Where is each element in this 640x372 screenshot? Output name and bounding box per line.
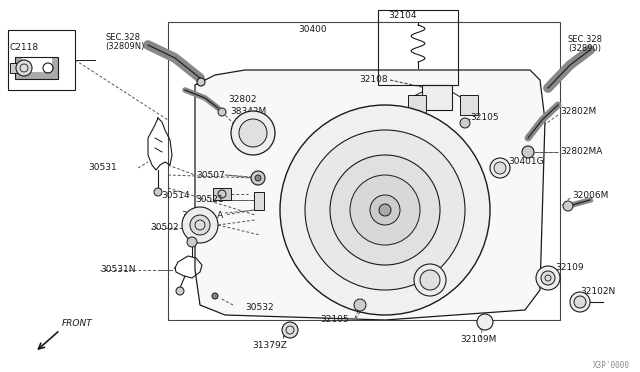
Circle shape [477, 314, 493, 330]
Circle shape [218, 108, 226, 116]
Bar [168, 22, 560, 320]
Circle shape [305, 130, 465, 290]
Circle shape [354, 299, 366, 311]
Polygon shape [195, 70, 545, 320]
Bar [378, 10, 458, 85]
Circle shape [182, 207, 218, 243]
Circle shape [231, 111, 275, 155]
Text: 32802M: 32802M [560, 108, 596, 116]
Text: 32802MA: 32802MA [560, 148, 602, 157]
Circle shape [280, 105, 490, 315]
Text: 30531: 30531 [88, 164, 116, 173]
Text: 30401G: 30401G [508, 157, 543, 167]
Text: 32109: 32109 [555, 263, 584, 273]
Text: (32809N): (32809N) [105, 42, 145, 51]
Circle shape [522, 146, 534, 158]
Circle shape [490, 158, 510, 178]
Text: 30400: 30400 [298, 26, 326, 35]
Circle shape [494, 162, 506, 174]
Bar [213, 188, 231, 200]
Circle shape [574, 296, 586, 308]
Text: SEC.328: SEC.328 [105, 33, 140, 42]
Circle shape [536, 266, 560, 290]
Circle shape [563, 201, 573, 211]
Text: 32802: 32802 [228, 96, 257, 105]
Bar [15, 57, 58, 79]
Circle shape [379, 204, 391, 216]
Text: C2118: C2118 [10, 44, 39, 52]
Text: 32105: 32105 [470, 113, 499, 122]
Circle shape [282, 322, 298, 338]
Circle shape [197, 78, 205, 86]
Bar [10, 63, 18, 73]
Circle shape [420, 270, 440, 290]
Circle shape [176, 287, 184, 295]
Text: (32890): (32890) [568, 45, 601, 54]
Text: 38342M: 38342M [230, 108, 266, 116]
Circle shape [154, 188, 162, 196]
Bar [8, 30, 75, 90]
Circle shape [541, 271, 555, 285]
Text: 30507: 30507 [196, 170, 225, 180]
Circle shape [190, 215, 210, 235]
Bar [460, 95, 478, 115]
Circle shape [414, 264, 446, 296]
Circle shape [239, 119, 267, 147]
Circle shape [570, 292, 590, 312]
Bar [408, 95, 426, 115]
Text: 32109M: 32109M [460, 336, 496, 344]
Circle shape [16, 60, 32, 76]
Text: SEC.328: SEC.328 [568, 35, 603, 45]
Bar [422, 85, 452, 110]
Text: 30502: 30502 [150, 224, 179, 232]
Text: 32105: 32105 [321, 315, 349, 324]
Text: 32108: 32108 [360, 76, 388, 84]
Text: 30521+A: 30521+A [182, 211, 224, 219]
Text: 31379Z: 31379Z [253, 340, 287, 350]
Text: 30401J: 30401J [432, 273, 463, 282]
Circle shape [370, 195, 400, 225]
Text: 32104: 32104 [388, 10, 417, 19]
Circle shape [255, 175, 261, 181]
Bar [254, 192, 264, 210]
Text: 30514: 30514 [161, 192, 190, 201]
Text: 32006M: 32006M [572, 190, 609, 199]
Circle shape [187, 237, 197, 247]
Text: 32102N: 32102N [580, 288, 615, 296]
Circle shape [350, 175, 420, 245]
Text: FRONT: FRONT [62, 318, 93, 327]
Circle shape [330, 155, 440, 265]
Text: 30521: 30521 [195, 196, 224, 205]
Circle shape [251, 171, 265, 185]
Circle shape [460, 118, 470, 128]
Circle shape [212, 293, 218, 299]
Text: 30531N: 30531N [100, 266, 136, 275]
Text: 30532: 30532 [245, 304, 274, 312]
Text: X3P'0000: X3P'0000 [593, 360, 630, 369]
